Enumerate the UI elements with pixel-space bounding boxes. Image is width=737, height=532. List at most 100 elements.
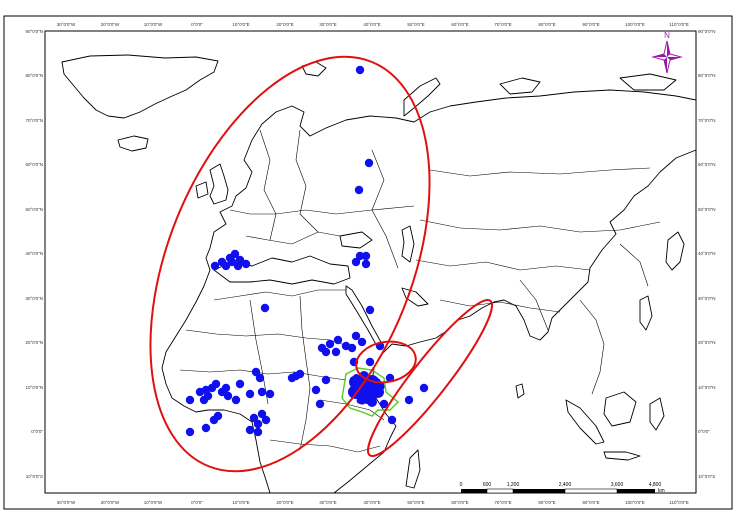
britain-outline — [209, 163, 229, 205]
occurrence-point — [230, 249, 240, 259]
occurrence-point — [419, 383, 429, 393]
occurrence-point — [265, 389, 275, 399]
occurrence-point — [255, 373, 265, 383]
axis_bottom-13: 100°0'0"E — [625, 500, 645, 505]
axis_bottom-8: 50°0'0"E — [407, 500, 424, 505]
occurrence-point — [260, 303, 270, 313]
ireland-outline — [195, 181, 209, 199]
occurrence-point — [360, 386, 368, 394]
japan-outline — [665, 231, 685, 271]
axis_top-10: 70°0'0"E — [494, 22, 511, 27]
occurrence-point — [365, 305, 375, 315]
axis_right-7: 20°0'0"N — [698, 340, 716, 345]
cluster-ellipse-horn — [355, 340, 417, 384]
north-arrow-label: N — [664, 31, 670, 40]
axis_right-5: 40°0'0"N — [698, 251, 716, 256]
graticule-labels-top: 30°0'0"W 20°0'0"W 10°0'0"W 0°0'0" 10°0'0"E 20… — [57, 22, 689, 27]
axis_top-0: 30°0'0"W — [57, 22, 76, 27]
philippines-outline — [639, 295, 653, 331]
axis_left-10: 10°0'0"S — [26, 474, 43, 479]
occurrence-point — [211, 379, 221, 389]
axis_bottom-5: 20°0'0"E — [276, 500, 293, 505]
occurrence-point — [331, 347, 341, 357]
axis_bottom-2: 10°0'0"W — [144, 500, 163, 505]
axis_right-1: 80°0'0"N — [698, 73, 716, 78]
axis_left-4: 50°0'0"N — [25, 207, 43, 212]
axis_right-3: 60°0'0"N — [698, 162, 716, 167]
axis_top-1: 20°0'0"W — [101, 22, 120, 27]
cluster-ellipses — [149, 55, 493, 473]
occurrence-point — [321, 375, 331, 385]
occurrence-point — [295, 369, 305, 379]
occurrence-point — [354, 185, 364, 195]
scale-bar-label-0: 0 — [460, 482, 463, 488]
country-borders — [179, 129, 661, 453]
axis_bottom-3: 0°0'0" — [191, 500, 203, 505]
occurrence-point — [364, 158, 374, 168]
axis_top-4: 10°0'0"E — [232, 22, 249, 27]
scale-bar-label-2: 1,200 — [507, 482, 520, 488]
occurrence-point — [199, 395, 209, 405]
axis_left-5: 40°0'0"N — [25, 251, 43, 256]
axis_top-2: 10°0'0"W — [144, 22, 163, 27]
scale-bar-label-3: 2,400 — [559, 482, 572, 488]
occurrence-point — [261, 415, 271, 425]
axis_left-8: 10°0'0"N — [25, 385, 43, 390]
axis_left-9: 0°0'0" — [31, 429, 43, 434]
occurrence-point — [385, 373, 395, 383]
java-outline — [603, 451, 641, 461]
occurrence-point — [235, 379, 245, 389]
axis_bottom-12: 90°0'0"E — [582, 500, 599, 505]
greenland-outline — [61, 54, 219, 119]
occurrence-point — [367, 389, 375, 397]
axis_bottom-9: 60°0'0"E — [451, 500, 468, 505]
occurrence-point — [249, 413, 259, 423]
axis_right-8: 10°0'0"N — [698, 385, 716, 390]
occurrence-point — [315, 399, 325, 409]
occurrence-point — [347, 343, 357, 353]
occurrence-point — [221, 261, 231, 271]
axis_right-9: 0°0'0" — [698, 429, 710, 434]
occurrence-point — [245, 389, 255, 399]
axis_top-9: 60°0'0"E — [451, 22, 468, 27]
occurrence-point — [311, 385, 321, 395]
caspian-sea — [401, 225, 415, 263]
scale-bar: 0 600 1,200 2,400 3,600 4,800 km — [460, 482, 665, 494]
occurrence-point — [201, 423, 211, 433]
axis_bottom-0: 30°0'0"W — [57, 500, 76, 505]
black-sea — [339, 231, 373, 249]
scale-bar-label-1: 600 — [483, 482, 492, 488]
occurrence-point — [377, 383, 385, 391]
occurrence-point — [355, 65, 365, 75]
axis_top-14: 110°0'0"E — [669, 22, 688, 27]
cluster-ellipse-large — [149, 55, 431, 473]
axis_right-6: 30°0'0"N — [698, 296, 716, 301]
eurasia-africa-outline — [161, 89, 697, 494]
scale-bar-label-5: 4,800 — [649, 482, 662, 488]
axis_bottom-4: 10°0'0"E — [232, 500, 249, 505]
axis_top-3: 0°0'0" — [191, 22, 203, 27]
axis_top-6: 30°0'0"E — [319, 22, 336, 27]
occurrence-point — [223, 391, 233, 401]
borneo-outline — [603, 391, 637, 427]
sulawesi-outline — [649, 397, 665, 431]
occurrence-point — [357, 337, 367, 347]
graticule-labels-bottom: 30°0'0"W 20°0'0"W 10°0'0"W 0°0'0" 10°0'0"E 20… — [57, 500, 689, 505]
occurrence-point — [257, 409, 267, 419]
scale-bar-segment-5 — [617, 489, 655, 493]
occurrence-point — [404, 395, 414, 405]
axis_left-2: 70°0'0"N — [25, 118, 43, 123]
novaya-zemlya-outline — [403, 77, 441, 117]
axis_top-8: 50°0'0"E — [407, 22, 424, 27]
occurrence-point — [221, 383, 231, 393]
occurrence-point — [245, 425, 255, 435]
axis_top-11: 80°0'0"E — [538, 22, 555, 27]
axis_bottom-7: 40°0'0"E — [363, 500, 380, 505]
scale-bar-label-4: 3,600 — [611, 482, 624, 488]
arctic-islands-outline-2 — [619, 73, 677, 91]
axis_left-7: 20°0'0"N — [25, 340, 43, 345]
axis_bottom-10: 70°0'0"E — [494, 500, 511, 505]
occurrence-point — [352, 377, 360, 385]
